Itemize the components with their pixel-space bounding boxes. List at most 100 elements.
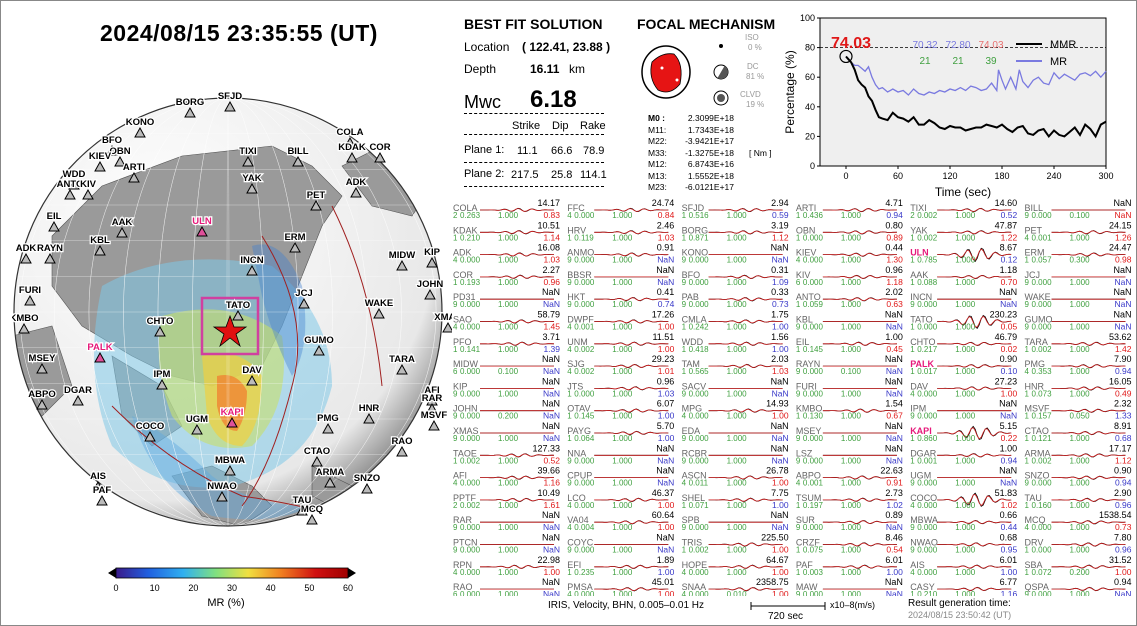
- trace-amplitude: 46.37: [652, 488, 675, 498]
- trace-synthetic: [822, 342, 897, 346]
- trace-stat-2: 1.000: [612, 323, 633, 332]
- trace-weight: 1: [910, 323, 915, 332]
- trace-synthetic: [822, 409, 897, 413]
- trace-stat-1: 0.064: [574, 434, 595, 443]
- trace-variance: 1.12: [772, 232, 789, 242]
- trace-station-name: AAK: [910, 270, 928, 280]
- trace-station-name: MBWA: [910, 515, 938, 525]
- trace-weight: 9: [796, 590, 801, 596]
- trace-stat-1: 0.002: [1032, 345, 1053, 354]
- trace-stat-2: 1.000: [498, 278, 519, 287]
- trace-station-name: PD31: [453, 292, 476, 302]
- trace-stat-2: 1.000: [727, 501, 748, 510]
- trace-synthetic: [594, 431, 669, 435]
- trace-stat-2: 1.000: [841, 501, 862, 510]
- trace-stat-1: 0.000: [460, 389, 481, 398]
- trace-stat-1: 0.263: [460, 211, 481, 220]
- colorbar-under-arrow: [108, 568, 116, 578]
- location-label: Location: [464, 40, 510, 54]
- trace-stat-2: 1.000: [612, 523, 633, 532]
- trace-station-name: WDD: [682, 337, 704, 347]
- trace-synthetic: [480, 498, 554, 502]
- trace-weight: 6: [453, 367, 458, 376]
- trace-synthetic: [937, 315, 1012, 328]
- moment-key: M11:: [648, 124, 667, 135]
- trace-station-name: SNAA: [682, 582, 707, 592]
- trace-amplitude: 0.68: [1000, 533, 1018, 543]
- trace-amplitude: 14.17: [537, 198, 560, 208]
- x-axis-label: Time (sec): [935, 185, 991, 199]
- trace-synthetic: [708, 364, 783, 368]
- trace-station-name: PMSA: [567, 582, 593, 592]
- trace-stat-2: 1.000: [498, 590, 519, 596]
- trace-stat-1: 0.000: [460, 479, 481, 488]
- trace-synthetic: [594, 208, 669, 212]
- trace-variance: 0.54: [886, 545, 903, 555]
- trace-station-name: COCO: [910, 493, 937, 503]
- trace-variance: NaN: [886, 388, 903, 398]
- trace-stat-2: 1.000: [841, 568, 862, 577]
- trace-variance: 0.52: [543, 455, 560, 465]
- station-label: ADK: [16, 243, 37, 254]
- trace-weight: 1: [682, 233, 687, 242]
- trace-amplitude: 8.46: [885, 533, 903, 543]
- trace-stat-2: 1.000: [1070, 300, 1091, 309]
- station-marker: [350, 186, 362, 198]
- trace-stat-2: 1.000: [955, 546, 976, 555]
- trace-synthetic: [1051, 475, 1126, 480]
- trace-amplitude: NaN: [771, 510, 789, 520]
- trace-amplitude: 16.05: [1109, 376, 1132, 386]
- station-label: AAK: [112, 217, 133, 228]
- trace-amplitude: 10.51: [537, 220, 560, 230]
- trace-amplitude: 39.66: [537, 466, 560, 476]
- trace-amplitude: 45.01: [652, 577, 675, 587]
- trace-station-name: PAB: [682, 292, 699, 302]
- trace-amplitude: 0.80: [885, 220, 903, 230]
- trace-variance: NaN: [543, 366, 560, 376]
- trace-weight: 1: [682, 546, 687, 555]
- trace-stat-1: 0.000: [803, 434, 824, 443]
- trace-stat-1: 0.000: [1032, 323, 1053, 332]
- trace-synthetic: [594, 497, 669, 502]
- trace-station-name: WAKE: [1025, 292, 1051, 302]
- trace-stat-2: 1.000: [498, 501, 519, 510]
- trace-amplitude: 47.87: [995, 220, 1018, 230]
- station-label: MCQ: [301, 504, 323, 515]
- trace-synthetic: [937, 493, 1012, 507]
- trace-stat-1: 0.000: [460, 367, 481, 376]
- trace-stat-2: 1.000: [1070, 434, 1091, 443]
- moment-key: M12:: [648, 159, 667, 169]
- trace-stat-1: 0.057: [1032, 256, 1053, 265]
- station-label: KDAK: [338, 142, 366, 153]
- station-marker: [154, 325, 166, 337]
- trace-variance: 0.45: [886, 344, 903, 354]
- trace-weight: 9: [682, 523, 687, 532]
- trace-variance: NaN: [1114, 322, 1131, 332]
- trace-stat-2: 0.200: [498, 412, 519, 421]
- trace-variance: 1.09: [772, 277, 789, 287]
- station-marker: [44, 252, 56, 264]
- trace-synthetic: [480, 453, 555, 458]
- trace-stat-2: 1.000: [955, 345, 976, 354]
- station-marker: [246, 182, 258, 194]
- trace-weight: 9: [567, 278, 572, 287]
- trace-stat-1: 0.004: [574, 523, 595, 532]
- trace-stat-2: 1.000: [612, 256, 633, 265]
- trace-variance: 0.52: [1001, 210, 1018, 220]
- trace-station-name: PAF: [796, 560, 813, 570]
- y-tick-label: 40: [805, 102, 815, 112]
- result-time-label: Result generation time:: [908, 598, 1011, 609]
- trace-stat-2: 1.000: [841, 211, 862, 220]
- trace-stat-2: 1.000: [841, 479, 862, 488]
- trace-amplitude: 2.73: [885, 488, 903, 498]
- trace-stat-2: 1.000: [612, 211, 633, 220]
- trace-amplitude: 0.66: [1000, 510, 1018, 520]
- trace-variance: 1.00: [658, 433, 675, 443]
- trace-stat-2: 0.300: [1070, 256, 1091, 265]
- station-marker: [96, 494, 108, 506]
- trace-weight: 9: [682, 456, 687, 465]
- trace-weight: 1: [453, 345, 458, 354]
- trace-synthetic: [1051, 431, 1126, 435]
- moment-key: M23:: [648, 182, 667, 192]
- trace-stat-1: 0.000: [1032, 546, 1053, 555]
